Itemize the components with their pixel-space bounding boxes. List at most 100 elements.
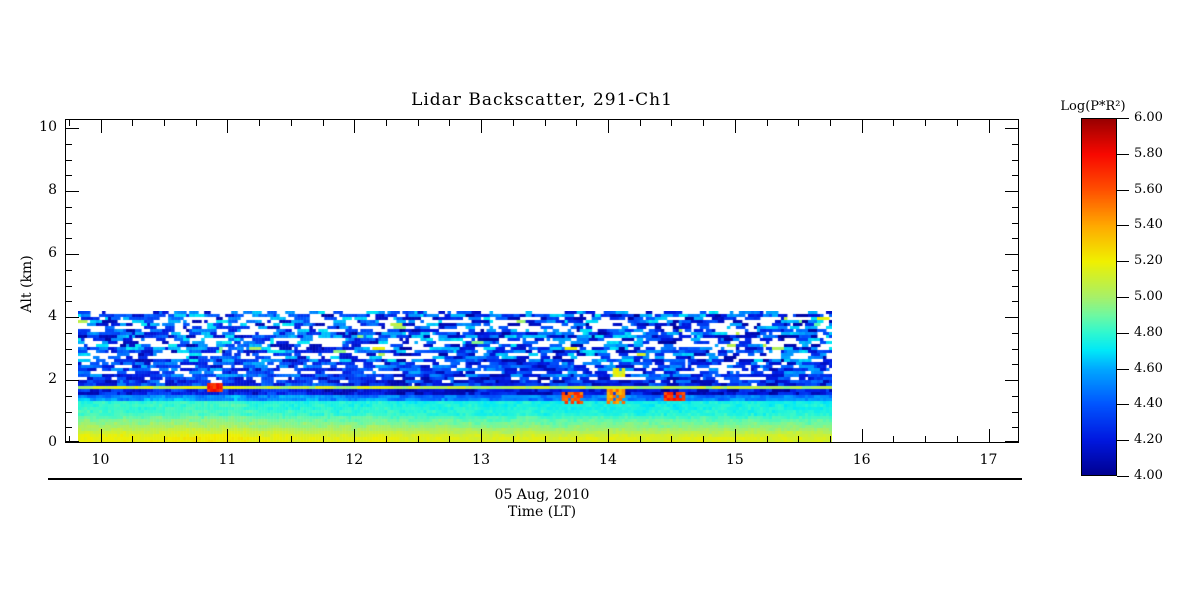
y-minor-tick (65, 349, 72, 350)
y-minor-tick (65, 238, 72, 239)
y-major-tick-right (1005, 441, 1019, 443)
y-major-tick (65, 254, 79, 256)
colorbar-tick (1117, 225, 1129, 227)
x-minor-tick-top (767, 119, 768, 126)
colorbar-tick-label: 4.40 (1134, 396, 1163, 411)
x-minor-tick-top (798, 119, 799, 126)
x-minor-tick-top (671, 119, 672, 126)
x-minor-tick (323, 436, 324, 443)
separator-line (48, 478, 1022, 480)
colorbar-tick (1117, 261, 1129, 263)
x-minor-tick-top (291, 119, 292, 126)
x-minor-tick (957, 436, 958, 443)
y-major-tick-right (1005, 380, 1019, 382)
x-major-tick-top (354, 119, 356, 133)
y-minor-tick-right (1012, 223, 1019, 224)
colorbar-tick-label: 4.20 (1134, 432, 1163, 447)
colorbar-tick-label: 6.00 (1134, 110, 1163, 125)
x-minor-tick (640, 436, 641, 443)
y-minor-tick (65, 175, 72, 176)
y-tick-label: 2 (48, 371, 57, 388)
x-tick-label: 17 (979, 452, 998, 468)
colorbar-tick (1117, 404, 1129, 406)
x-minor-tick-top (386, 119, 387, 126)
x-major-tick-top (989, 119, 991, 133)
x-tick-label: 11 (218, 452, 237, 468)
x-minor-tick-top (576, 119, 577, 126)
y-major-tick-right (1005, 128, 1019, 130)
y-minor-tick-right (1012, 396, 1019, 397)
x-minor-tick (164, 436, 165, 443)
y-major-tick (65, 441, 79, 443)
colorbar-tick (1117, 297, 1129, 299)
x-minor-tick-top (893, 119, 894, 126)
x-minor-tick (545, 436, 546, 443)
x-minor-tick-top (703, 119, 704, 126)
y-minor-tick (65, 286, 72, 287)
y-major-tick (65, 317, 79, 319)
y-minor-tick-right (1012, 207, 1019, 208)
colorbar-border (1081, 118, 1117, 476)
colorbar-title: Log(P*R²) (1060, 99, 1126, 114)
y-tick-label: 4 (48, 308, 57, 325)
colorbar-tick-label: 4.80 (1134, 325, 1163, 340)
colorbar-tick-label: 5.20 (1134, 253, 1163, 268)
x-major-tick-top (608, 119, 610, 133)
y-tick-label: 8 (48, 182, 57, 199)
x-minor-tick-top (449, 119, 450, 126)
x-major-tick (354, 429, 356, 443)
y-minor-tick-right (1012, 427, 1019, 428)
colorbar-tick-label: 5.40 (1134, 217, 1163, 232)
x-major-tick (862, 429, 864, 443)
x-minor-tick (703, 436, 704, 443)
y-major-tick (65, 128, 79, 130)
y-minor-tick (65, 333, 72, 334)
x-tick-label: 15 (725, 452, 744, 468)
x-minor-tick-top (418, 119, 419, 126)
x-major-tick-top (481, 119, 483, 133)
y-tick-label: 0 (48, 434, 57, 450)
x-major-tick-top (101, 119, 103, 133)
y-minor-tick (65, 207, 72, 208)
y-minor-tick (65, 160, 72, 161)
x-minor-tick-top (513, 119, 514, 126)
x-major-tick (989, 429, 991, 443)
x-minor-tick-top (323, 119, 324, 126)
x-major-tick-top (227, 119, 229, 133)
x-minor-tick (576, 436, 577, 443)
x-minor-tick-top (164, 119, 165, 126)
y-minor-tick (65, 427, 72, 428)
x-minor-tick (513, 436, 514, 443)
colorbar-tick (1117, 190, 1129, 192)
x-minor-tick (69, 436, 70, 443)
y-minor-tick-right (1012, 286, 1019, 287)
x-minor-tick-top (69, 119, 70, 126)
x-minor-tick-top (132, 119, 133, 126)
x-minor-tick (671, 436, 672, 443)
x-minor-tick-top (925, 119, 926, 126)
colorbar-tick-label: 5.60 (1134, 182, 1163, 197)
y-minor-tick-right (1012, 364, 1019, 365)
y-minor-tick-right (1012, 270, 1019, 271)
y-minor-tick-right (1012, 238, 1019, 239)
y-major-tick (65, 380, 79, 382)
y-minor-tick (65, 144, 72, 145)
x-major-tick (608, 429, 610, 443)
colorbar-tick (1117, 333, 1129, 335)
date-label: 05 Aug, 2010 (494, 487, 590, 503)
x-minor-tick-top (830, 119, 831, 126)
x-tick-label: 16 (852, 452, 871, 468)
x-tick-label: 12 (345, 452, 364, 468)
x-minor-tick (767, 436, 768, 443)
colorbar-tick-label: 4.60 (1134, 361, 1163, 376)
colorbar-tick-label: 4.00 (1134, 468, 1163, 483)
y-minor-tick-right (1012, 301, 1019, 302)
y-minor-tick-right (1012, 333, 1019, 334)
colorbar-tick (1117, 369, 1129, 371)
colorbar-tick (1117, 118, 1129, 120)
x-tick-label: 13 (472, 452, 490, 468)
x-minor-tick-top (196, 119, 197, 126)
x-tick-label: 10 (91, 452, 110, 468)
x-minor-tick (259, 436, 260, 443)
